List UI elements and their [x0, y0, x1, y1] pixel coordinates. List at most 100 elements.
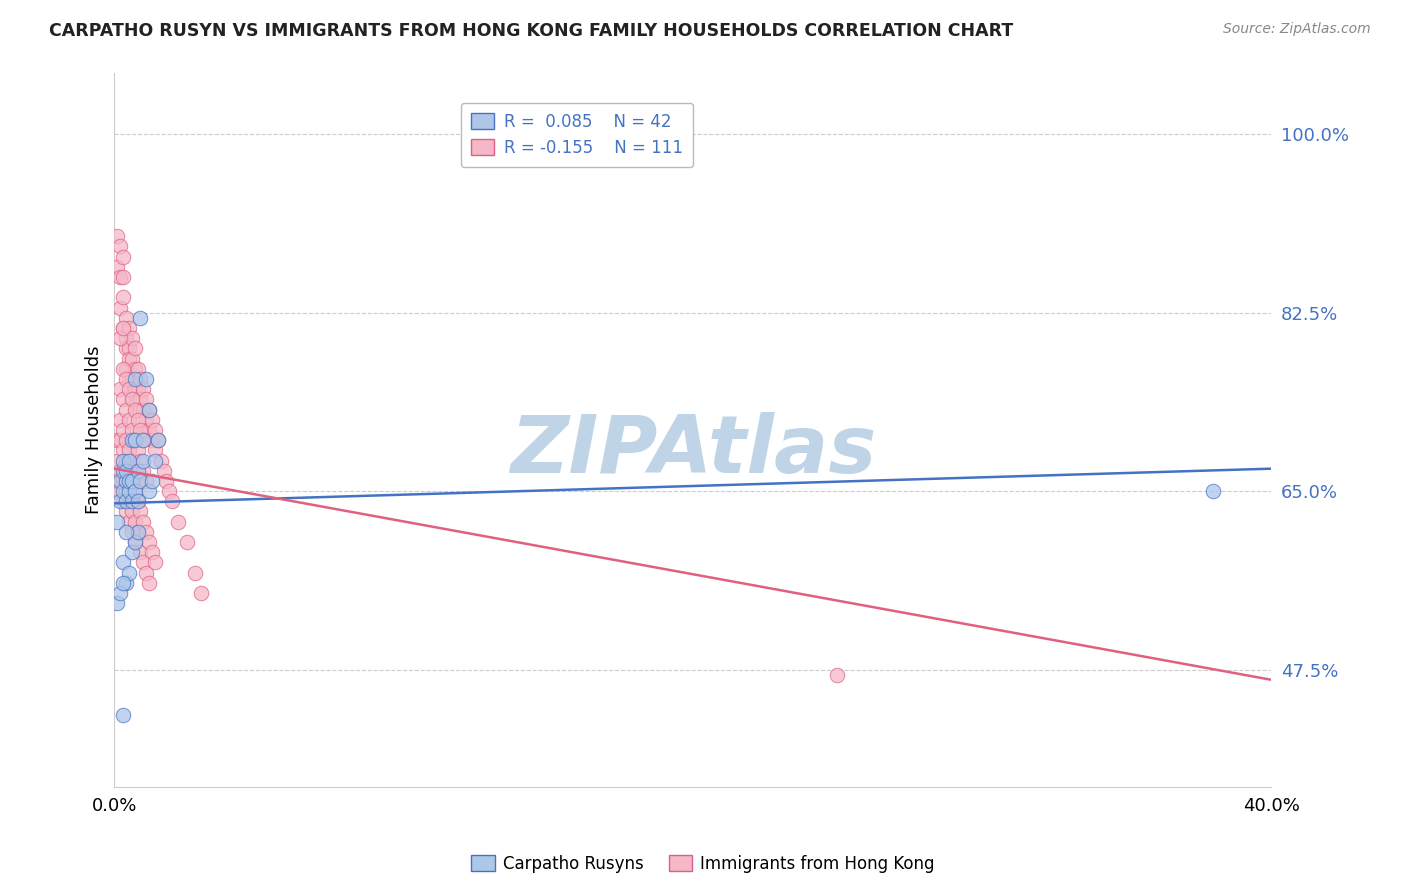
Point	[108, 464, 131, 478]
Point	[127, 443, 149, 458]
Point	[184, 566, 207, 580]
Point	[127, 524, 149, 539]
Point	[108, 413, 131, 427]
Point	[127, 382, 149, 396]
Point	[124, 535, 146, 549]
Point	[118, 351, 141, 366]
Point	[132, 382, 155, 396]
Point	[146, 433, 169, 447]
Point	[115, 464, 138, 478]
Text: CARPATHO RUSYN VS IMMIGRANTS FROM HONG KONG FAMILY HOUSEHOLDS CORRELATION CHART: CARPATHO RUSYN VS IMMIGRANTS FROM HONG K…	[49, 22, 1014, 40]
Point	[152, 464, 174, 478]
Point	[112, 361, 135, 376]
Point	[121, 433, 143, 447]
Point	[115, 575, 138, 590]
Point	[121, 331, 143, 345]
Point	[127, 494, 149, 508]
Legend: Carpatho Rusyns, Immigrants from Hong Kong: Carpatho Rusyns, Immigrants from Hong Ko…	[464, 848, 942, 880]
Text: Source: ZipAtlas.com: Source: ZipAtlas.com	[1223, 22, 1371, 37]
Point	[124, 382, 146, 396]
Point	[129, 545, 152, 559]
Point	[105, 229, 128, 244]
Point	[108, 301, 131, 315]
Point	[121, 494, 143, 508]
Point	[141, 474, 163, 488]
Point	[112, 250, 135, 264]
Point	[132, 402, 155, 417]
Point	[138, 535, 160, 549]
Point	[124, 484, 146, 499]
Point	[127, 361, 149, 376]
Point	[143, 453, 166, 467]
Point	[105, 474, 128, 488]
Point	[124, 433, 146, 447]
Point	[124, 433, 146, 447]
Point	[162, 494, 184, 508]
Point	[143, 556, 166, 570]
Point	[108, 269, 131, 284]
Point	[155, 474, 177, 488]
Point	[127, 402, 149, 417]
Point	[129, 474, 152, 488]
Point	[132, 433, 155, 447]
Point	[118, 566, 141, 580]
Point	[118, 321, 141, 335]
Point	[121, 372, 143, 386]
Point	[118, 413, 141, 427]
Point	[112, 453, 135, 467]
Point	[129, 372, 152, 386]
Point	[138, 402, 160, 417]
Point	[118, 382, 141, 396]
Point	[105, 453, 128, 467]
Point	[118, 464, 141, 478]
Point	[121, 423, 143, 437]
Point	[141, 413, 163, 427]
Point	[1202, 484, 1225, 499]
Point	[112, 321, 135, 335]
Point	[124, 341, 146, 355]
Point	[827, 667, 849, 681]
Point	[132, 433, 155, 447]
Point	[141, 545, 163, 559]
Point	[129, 392, 152, 407]
Point	[112, 423, 135, 437]
Point	[124, 535, 146, 549]
Point	[124, 372, 146, 386]
Point	[132, 423, 155, 437]
Point	[112, 392, 135, 407]
Point	[105, 596, 128, 610]
Point	[146, 433, 169, 447]
Point	[115, 433, 138, 447]
Point	[105, 260, 128, 274]
Point	[127, 413, 149, 427]
Point	[112, 556, 135, 570]
Point	[127, 494, 149, 508]
Point	[108, 484, 131, 499]
Point	[121, 504, 143, 518]
Point	[115, 494, 138, 508]
Point	[135, 566, 157, 580]
Point	[157, 484, 180, 499]
Point	[138, 423, 160, 437]
Point	[138, 484, 160, 499]
Legend: R =  0.085    N = 42, R = -0.155    N = 111: R = 0.085 N = 42, R = -0.155 N = 111	[461, 103, 693, 167]
Point	[124, 464, 146, 478]
Point	[132, 453, 155, 467]
Point	[132, 556, 155, 570]
Point	[121, 545, 143, 559]
Point	[121, 392, 143, 407]
Point	[176, 535, 198, 549]
Point	[127, 464, 149, 478]
Point	[124, 515, 146, 529]
Point	[138, 575, 160, 590]
Point	[118, 453, 141, 467]
Point	[115, 504, 138, 518]
Point	[121, 351, 143, 366]
Point	[132, 464, 155, 478]
Point	[115, 453, 138, 467]
Point	[115, 484, 138, 499]
Point	[190, 586, 212, 600]
Point	[129, 453, 152, 467]
Point	[112, 494, 135, 508]
Point	[118, 372, 141, 386]
